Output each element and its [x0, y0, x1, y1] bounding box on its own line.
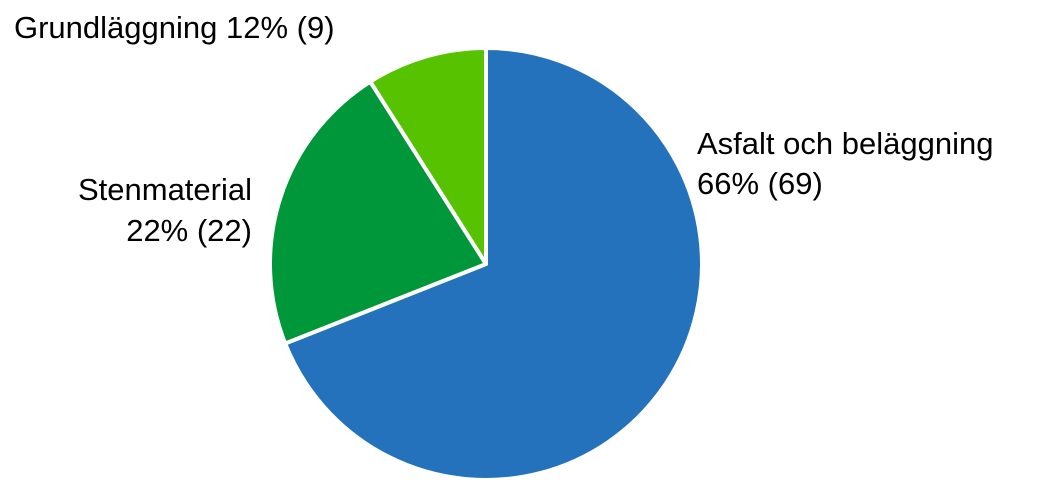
pie-slice-stenmaterial: [268, 79, 488, 346]
slice-label-grundlaggning: Grundläggning 12% (9): [14, 10, 335, 45]
pie-slice-asfalt: [283, 46, 704, 480]
slice-label-asfalt-value: 66% (69): [697, 166, 823, 201]
slice-label-stenmaterial-value: 22% (22): [126, 213, 252, 248]
slice-label-stenmaterial: Stenmaterial: [78, 172, 252, 207]
pie-slices: [268, 46, 704, 480]
pie-slice-grundlaggning: [368, 46, 488, 266]
slice-label-asfalt-name: Asfalt och beläggning: [697, 126, 993, 161]
slice-label-asfalt: Asfalt och beläggning: [697, 126, 993, 161]
